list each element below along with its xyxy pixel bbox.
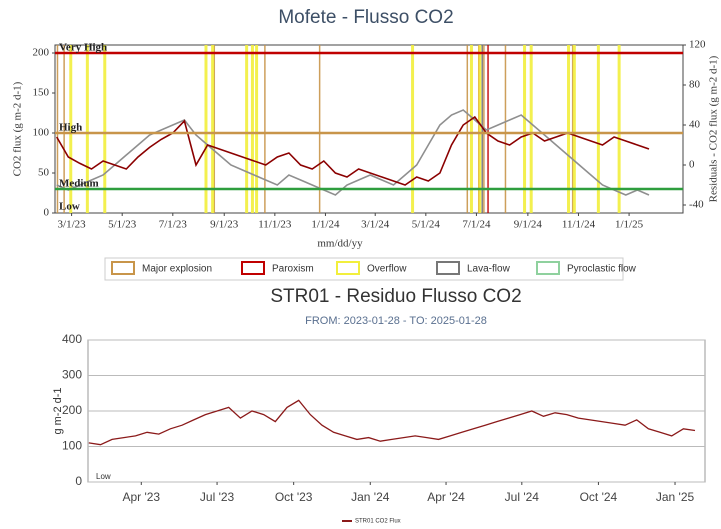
- y-tick-label: 100: [62, 439, 82, 453]
- chart-subtitle: FROM: 2023-01-28 - TO: 2025-01-28: [305, 315, 487, 327]
- x-tick-label: Oct '24: [580, 490, 618, 504]
- x-tick-label: Jul '23: [200, 490, 235, 504]
- x-tick-label: 5/1/24: [412, 219, 441, 231]
- legend-label: STR01 CO2 Flux: [355, 519, 401, 525]
- y2-tick-label: -40: [689, 199, 704, 211]
- y-tick-label: 0: [75, 474, 82, 488]
- x-tick-label: 3/1/23: [58, 219, 87, 231]
- x-axis-label: mm/dd/yy: [317, 238, 363, 250]
- legend-swatch: [436, 261, 460, 275]
- y-tick-label: 300: [62, 368, 82, 382]
- y-tick-label: 150: [33, 87, 50, 99]
- x-tick-label: 11/1/23: [258, 219, 292, 231]
- legend-box: [104, 257, 624, 281]
- y-tick-label: 0: [44, 207, 50, 219]
- legend-label: Lava-flow: [467, 264, 511, 275]
- chart-title: Mofete - Flusso CO2: [278, 7, 453, 28]
- y2-tick-label: 120: [689, 39, 706, 51]
- x-tick-label: Oct '23: [275, 490, 313, 504]
- data-line: [88, 399, 696, 446]
- y-axis-label: g m-2 d-1: [52, 387, 64, 434]
- legend-swatch: [336, 261, 360, 275]
- x-tick-label: Jan '25: [656, 490, 695, 504]
- y-tick-label: 50: [38, 167, 50, 179]
- x-tick-label: Jul '24: [505, 490, 540, 504]
- y2-tick-label: 0: [689, 159, 695, 171]
- x-tick-label: 9/1/24: [514, 219, 543, 231]
- x-tick-label: 1/1/25: [615, 219, 644, 231]
- x-tick-label: 1/1/24: [311, 219, 340, 231]
- plot-area: [54, 44, 684, 214]
- y2-tick-label: 40: [689, 119, 701, 131]
- threshold-label: Medium: [59, 178, 99, 190]
- legend-label: Overflow: [367, 264, 407, 275]
- x-tick-label: 11/1/24: [562, 219, 596, 231]
- x-tick-label: 7/1/23: [159, 219, 188, 231]
- y-axis-label: CO2 flux (g m-2 d-1): [12, 81, 24, 176]
- annotation: Low: [96, 472, 111, 481]
- y-tick-label: 200: [33, 47, 50, 59]
- legend-label: Major explosion: [142, 264, 212, 275]
- legend-label: Paroxism: [272, 264, 314, 275]
- y-tick-label: 100: [33, 127, 50, 139]
- x-tick-label: Apr '24: [427, 490, 465, 504]
- legend-swatch: [241, 261, 265, 275]
- x-tick-label: 7/1/24: [462, 219, 491, 231]
- x-tick-label: Jan '24: [351, 490, 390, 504]
- data-line: [56, 115, 650, 186]
- y-tick-label: 400: [62, 332, 82, 346]
- x-tick-label: 3/1/24: [361, 219, 390, 231]
- legend-swatch: [111, 261, 135, 275]
- threshold-label: Very High: [59, 42, 107, 54]
- y2-axis-label: Residuals - CO2 flux (g m-2 d-1): [708, 55, 720, 202]
- legend-label: Pyroclastic flow: [567, 264, 637, 275]
- threshold-label: Low: [59, 201, 80, 213]
- y-tick-label: 200: [62, 403, 82, 417]
- x-tick-label: Apr '23: [122, 490, 160, 504]
- x-tick-label: 9/1/23: [210, 219, 239, 231]
- legend-swatch: [536, 261, 560, 275]
- x-tick-label: 5/1/23: [108, 219, 137, 231]
- chart-title: STR01 - Residuo Flusso CO2: [270, 286, 521, 307]
- y2-tick-label: 80: [689, 79, 701, 91]
- data-line: [56, 109, 650, 196]
- threshold-label: High: [59, 122, 82, 134]
